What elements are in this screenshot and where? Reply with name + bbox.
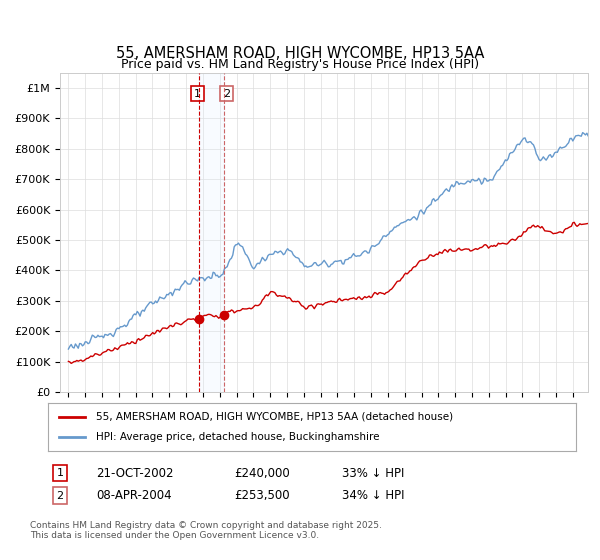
Text: 55, AMERSHAM ROAD, HIGH WYCOMBE, HP13 5AA (detached house): 55, AMERSHAM ROAD, HIGH WYCOMBE, HP13 5A… — [95, 412, 452, 422]
Text: 08-APR-2004: 08-APR-2004 — [96, 489, 172, 502]
Text: 55, AMERSHAM ROAD, HIGH WYCOMBE, HP13 5AA: 55, AMERSHAM ROAD, HIGH WYCOMBE, HP13 5A… — [116, 46, 484, 60]
Text: 1: 1 — [194, 88, 201, 99]
Text: HPI: Average price, detached house, Buckinghamshire: HPI: Average price, detached house, Buck… — [95, 432, 379, 442]
Text: 33% ↓ HPI: 33% ↓ HPI — [342, 466, 404, 480]
Text: Price paid vs. HM Land Registry's House Price Index (HPI): Price paid vs. HM Land Registry's House … — [121, 58, 479, 71]
Text: £240,000: £240,000 — [234, 466, 290, 480]
Text: 2: 2 — [223, 88, 230, 99]
Text: Contains HM Land Registry data © Crown copyright and database right 2025.
This d: Contains HM Land Registry data © Crown c… — [30, 521, 382, 540]
Text: £253,500: £253,500 — [234, 489, 290, 502]
Text: 1: 1 — [56, 468, 64, 478]
Bar — [199, 73, 224, 392]
Text: 34% ↓ HPI: 34% ↓ HPI — [342, 489, 404, 502]
Text: 21-OCT-2002: 21-OCT-2002 — [96, 466, 173, 480]
Text: 2: 2 — [56, 491, 64, 501]
